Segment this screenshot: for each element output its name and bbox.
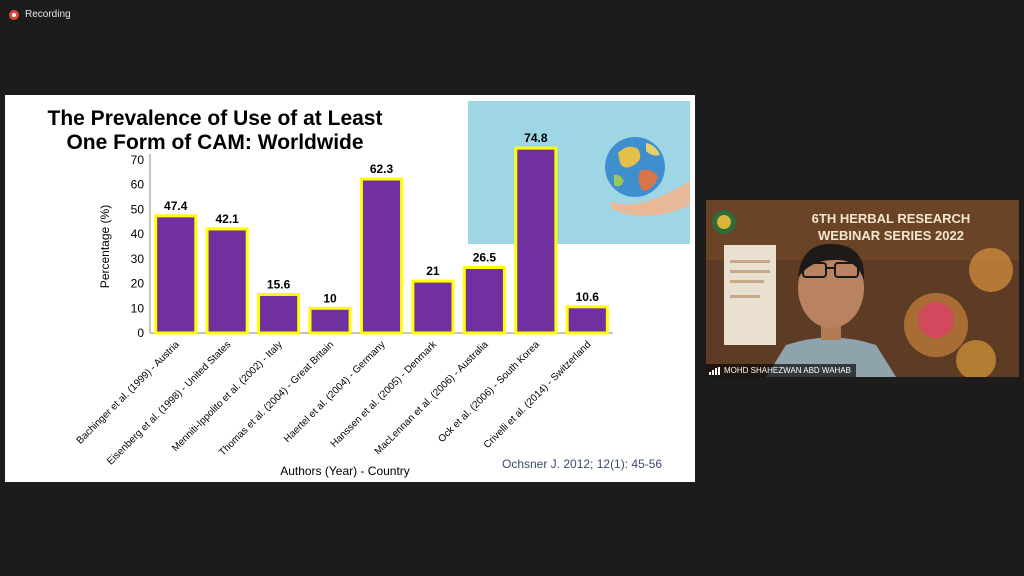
webinar-banner: 6TH HERBAL RESEARCH WEBINAR SERIES 2022: [766, 210, 1016, 244]
bar: [257, 292, 301, 335]
x-tick-label: Menniti-Ippolito et al. (2002) - Italy: [170, 339, 285, 454]
bar-value-label: 74.8: [524, 131, 548, 145]
y-tick-label: 0: [137, 326, 144, 340]
person-hair: [798, 243, 865, 280]
bar: [514, 146, 558, 335]
y-tick-label: 50: [131, 202, 145, 216]
bar-value-label: 15.6: [267, 277, 291, 291]
x-tick-label: Crivelli et al. (2014) - Switzerland: [482, 339, 594, 451]
bar-value-label: 62.3: [370, 162, 394, 176]
webinar-banner-line-1: 6TH HERBAL RESEARCH: [811, 211, 971, 226]
bar-value-label: 10.6: [576, 290, 600, 304]
x-tick-label: Thomas et al. (2004) - Great Britain: [217, 339, 336, 458]
recording-indicator: Recording: [9, 9, 71, 20]
y-tick-label: 10: [131, 301, 145, 315]
person-face: [798, 248, 864, 328]
bar: [359, 177, 404, 335]
citation: Ochsner J. 2012; 12(1): 45-56: [502, 457, 663, 471]
globe-in-hand-photo: [468, 101, 690, 244]
x-tick-label: Haertel et al. (2004) - Germany: [282, 339, 388, 445]
participant-name-label: MOHD SHAHEZWAN ABD WAHAB: [706, 364, 856, 377]
recording-label: Recording: [25, 9, 71, 20]
bar-value-label: 42.1: [215, 212, 239, 226]
participant-video: [706, 200, 1019, 377]
bar: [462, 266, 506, 335]
y-tick-label: 60: [131, 178, 145, 192]
y-tick-label: 40: [131, 227, 145, 241]
y-axis-label: Percentage (%): [98, 205, 112, 288]
bar: [154, 214, 198, 335]
bar-value-label: 26.5: [473, 251, 497, 265]
bar: [411, 279, 455, 335]
bar-chart: 0 10 20 30 40 50 60 70 Percentage (%) 47.4 Baching…: [75, 131, 613, 478]
x-tick-label: MacLennan et al. (2006) - Australia: [373, 339, 491, 457]
participant-name: MOHD SHAHEZWAN ABD WAHAB: [724, 366, 851, 375]
x-tick-label: Bachinger et al. (1999) - Austria: [75, 339, 183, 447]
bar-value-label: 21: [426, 264, 440, 278]
shared-screen-slide: The Prevalence of Use of at Least One Fo…: [5, 95, 695, 482]
bar: [308, 306, 352, 335]
bar-value-label: 10: [323, 291, 337, 305]
slide-title-line-2: One Form of CAM: Worldwide: [66, 131, 364, 154]
y-tick-label: 30: [131, 252, 145, 266]
slide-title-line-1: The Prevalence of Use of at Least: [47, 107, 383, 130]
hand-shape: [610, 181, 690, 217]
bar: [565, 305, 609, 335]
y-tick-label: 70: [131, 153, 145, 167]
bar-value-label: 47.4: [164, 199, 188, 213]
participant-video-tile: 6TH HERBAL RESEARCH WEBINAR SERIES 2022 …: [706, 200, 1019, 377]
signal-bars-icon: [709, 366, 720, 375]
slide-title: The Prevalence of Use of at Least One Fo…: [5, 107, 425, 155]
webinar-banner-line-2: WEBINAR SERIES 2022: [818, 228, 964, 243]
x-tick-label: Ock et al. (2006) - South Korea: [436, 339, 542, 445]
y-tick-label: 20: [131, 277, 145, 291]
x-axis-label: Authors (Year) - Country: [280, 464, 410, 478]
recording-dot-icon: [9, 9, 19, 20]
x-tick-label: Hanssen et al. (2005) - Denmark: [329, 339, 440, 450]
bar: [205, 227, 249, 335]
